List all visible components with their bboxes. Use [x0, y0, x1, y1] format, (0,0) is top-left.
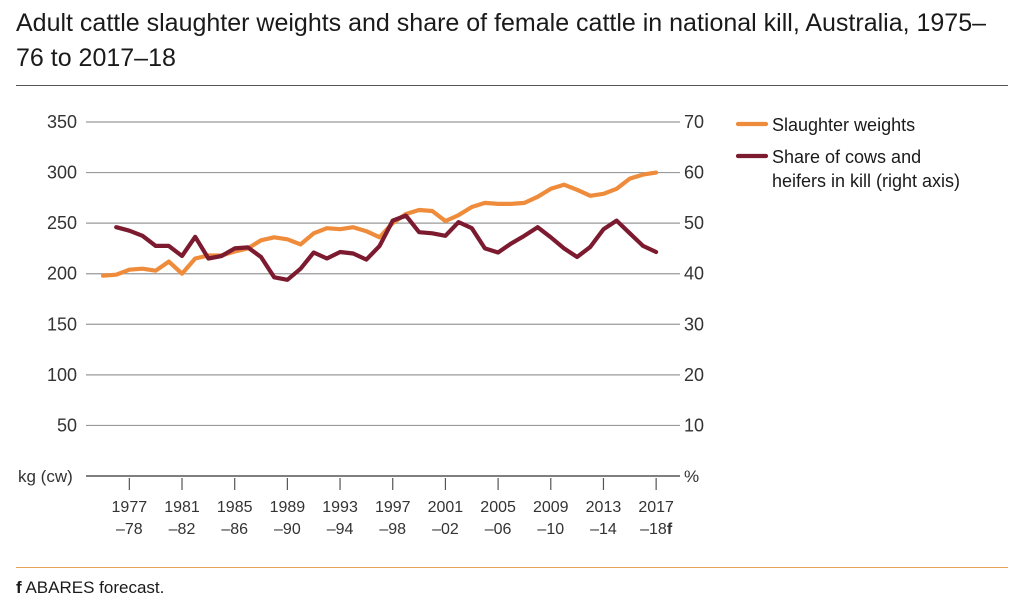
legend-label: Slaughter weights [772, 115, 915, 135]
right-y-axis: 10 20 30 40 50 60 70% [684, 112, 704, 486]
x-tick-label-season: –98 [379, 521, 406, 538]
right-tick-label: 50 [684, 213, 704, 233]
left-tick-label: 250 [47, 213, 77, 233]
female-share-line [114, 213, 659, 282]
left-tick-label: 200 [47, 264, 77, 284]
x-tick-label-season: –14 [590, 521, 617, 538]
x-tick-label-year: 1981 [164, 499, 200, 516]
footnote: f ABARES forecast. [16, 578, 164, 598]
legend: Slaughter weights Share of cows and heifer… [735, 115, 960, 191]
left-y-axis: 50 100 150 200 250 300 350 kg (cw) [18, 112, 77, 486]
x-tick-label-season: –18f [640, 521, 673, 538]
right-axis-label: % [684, 467, 699, 486]
chart-title: Adult cattle slaughter weights and share… [16, 9, 987, 72]
left-tick-label: 50 [57, 415, 77, 435]
right-tick-label: 30 [684, 314, 704, 334]
x-tick-label-season: –90 [274, 521, 301, 538]
x-tick-label-season: –86 [221, 521, 248, 538]
x-tick-label-year: 1977 [112, 499, 148, 516]
left-tick-label: 300 [47, 163, 77, 183]
legend-label: Share of cows and heifers in kill (right … [772, 147, 960, 191]
x-tick-label-year: 2009 [533, 499, 569, 516]
slaughter-weights-line [100, 170, 659, 278]
series-lines [100, 170, 659, 282]
left-tick-label: 150 [47, 314, 77, 334]
right-tick-label: 20 [684, 365, 704, 385]
footnote-text: ABARES forecast. [25, 578, 165, 597]
right-tick-label: 60 [684, 163, 704, 183]
left-tick-label: 350 [47, 112, 77, 132]
left-axis-label: kg (cw) [18, 467, 73, 486]
right-tick-label: 40 [684, 264, 704, 284]
x-tick-label-year: 2005 [480, 499, 516, 516]
x-tick-label-year: 2001 [428, 499, 464, 516]
footer-divider [16, 567, 1008, 568]
x-tick-label-season: –82 [169, 521, 196, 538]
left-tick-label: 100 [47, 365, 77, 385]
x-axis: 1977 –78 1981 –82 1985 –86 1989 –90 1993 –94 1997 –… [86, 475, 680, 538]
x-tick-label-year: 1985 [217, 499, 253, 516]
right-tick-label: 10 [684, 415, 704, 435]
gridlines [86, 121, 680, 427]
x-tick-label-season: –94 [327, 521, 354, 538]
x-tick-label-year: 1989 [270, 499, 306, 516]
x-tick-label-season: –02 [432, 521, 459, 538]
x-tick-label-year: 1993 [322, 499, 358, 516]
x-tick-label-year: 2013 [586, 499, 622, 516]
x-tick-label-season: –10 [537, 521, 564, 538]
title-divider [16, 85, 1008, 86]
x-tick-label-season: –06 [485, 521, 512, 538]
footnote-marker: f [16, 578, 22, 597]
right-tick-label: 70 [684, 112, 704, 132]
x-tick-label-year: 2017 [638, 499, 674, 516]
x-tick-label-year: 1997 [375, 499, 411, 516]
x-tick-label-season: –78 [116, 521, 143, 538]
